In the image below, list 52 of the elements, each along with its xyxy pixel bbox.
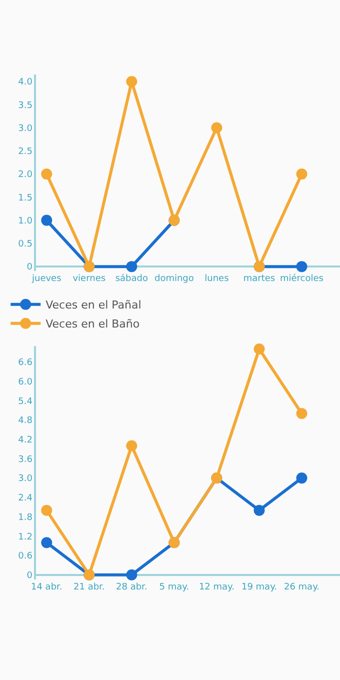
y-tick-label: 0 xyxy=(26,571,33,581)
y-tick-label: 0 xyxy=(26,262,33,273)
x-tick-label: domingo xyxy=(154,274,194,284)
x-tick-label: 21 abr. xyxy=(74,582,105,593)
point xyxy=(296,261,308,272)
point xyxy=(296,168,308,180)
point xyxy=(41,504,52,516)
y-tick-label: 3.5 xyxy=(18,100,32,111)
x-tick-label: 12 may. xyxy=(198,582,234,593)
x-tick-label: miércoles xyxy=(280,273,324,284)
y-tick-label: 5.4 xyxy=(18,396,33,407)
point xyxy=(126,569,138,580)
x-tick-label: 5 may. xyxy=(159,582,190,593)
point xyxy=(296,408,308,420)
x-tick-label: viernes xyxy=(72,274,106,284)
legend-label: Veces en el Baño xyxy=(46,318,140,331)
x-tick-label: jueves xyxy=(30,274,62,284)
x-tick-label: 19 may. xyxy=(241,582,277,593)
point xyxy=(126,261,138,272)
x-tick-label: martes xyxy=(243,274,276,284)
y-tick-label: 3.0 xyxy=(18,474,33,484)
y-tick-label: 1.8 xyxy=(18,512,33,523)
legend-label: Veces en el Pañal xyxy=(46,298,142,312)
y-tick-label: 2.4 xyxy=(18,494,33,504)
y-tick-label: 0.6 xyxy=(18,552,33,562)
y-tick-label: 1.2 xyxy=(18,532,32,542)
point xyxy=(126,440,138,452)
x-tick-label: sábado xyxy=(115,273,148,284)
y-tick-label: 1.0 xyxy=(18,216,33,226)
y-tick-label: 3.0 xyxy=(18,124,33,134)
point xyxy=(41,214,52,226)
point xyxy=(254,344,265,355)
y-tick-label: 2.0 xyxy=(18,170,33,180)
point xyxy=(126,76,138,88)
x-tick-label: 14 abr. xyxy=(30,582,62,593)
y-tick-label: 4.0 xyxy=(18,78,33,88)
x-tick-label: lunes xyxy=(204,274,230,284)
point xyxy=(211,122,222,134)
point xyxy=(296,472,308,484)
y-tick-label: 2.5 xyxy=(18,147,32,158)
x-tick-label: 26 may. xyxy=(284,582,320,593)
y-tick-label: 1.5 xyxy=(18,193,32,204)
y-tick-label: 4.8 xyxy=(18,416,33,426)
point xyxy=(41,168,52,180)
point xyxy=(254,504,265,516)
y-tick-label: 6.6 xyxy=(18,358,33,368)
y-tick-label: 3.6 xyxy=(18,454,33,465)
point xyxy=(41,537,52,548)
y-tick-label: 4.2 xyxy=(18,435,32,446)
y-tick-label: 6.0 xyxy=(18,377,33,388)
x-tick-label: 28 abr. xyxy=(116,582,148,593)
y-tick-label: 0.5 xyxy=(18,240,32,250)
